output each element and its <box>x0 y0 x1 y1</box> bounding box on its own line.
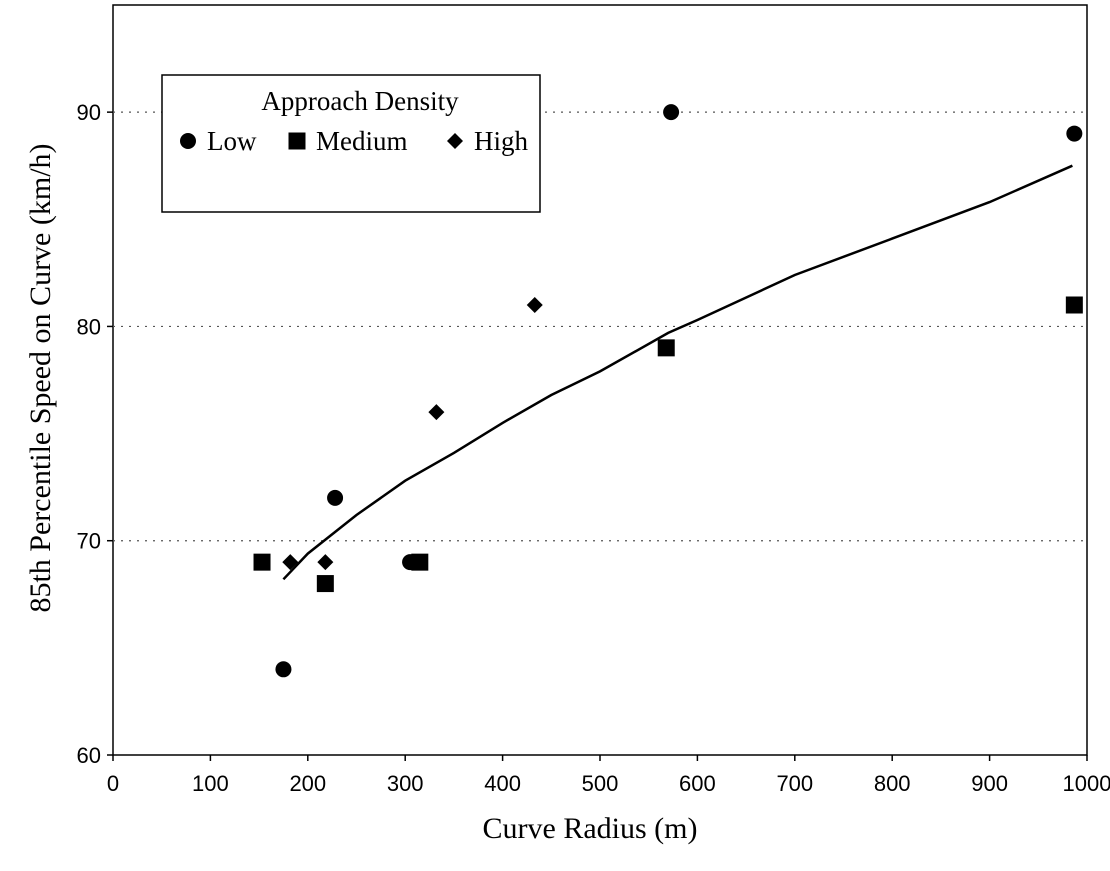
legend-marker-medium <box>288 132 306 150</box>
trendline <box>282 164 1073 581</box>
trendline-group <box>282 164 1073 581</box>
x-axis-title: Curve Radius (m) <box>483 812 698 845</box>
y-tick-label: 90 <box>77 100 101 125</box>
x-tick-label: 400 <box>484 771 521 796</box>
data-point-medium <box>316 575 334 593</box>
x-tick-label: 800 <box>874 771 911 796</box>
data-point-low <box>1066 125 1083 142</box>
x-tick-label: 900 <box>971 771 1008 796</box>
legend-label-low: Low <box>207 126 257 156</box>
legend-label-medium: Medium <box>316 126 408 156</box>
data-point-high <box>317 554 334 571</box>
legend-title: Approach Density <box>261 86 459 116</box>
y-tick-label: 60 <box>77 743 101 768</box>
legend: Approach Density Low Medium High <box>161 74 541 213</box>
legend-marker-low <box>180 133 196 149</box>
x-tick-label: 500 <box>582 771 619 796</box>
data-point-medium <box>1065 296 1083 314</box>
x-tick-label: 1000 <box>1063 771 1110 796</box>
data-point-low <box>663 104 680 121</box>
y-axis-title: 85th Percentile Speed on Curve (km/h) <box>24 143 57 612</box>
x-tick-label: 100 <box>192 771 229 796</box>
data-point-medium <box>253 553 271 571</box>
data-point-medium <box>657 339 675 357</box>
data-point-high <box>428 404 445 421</box>
x-tick-label: 200 <box>289 771 326 796</box>
x-tick-label: 700 <box>776 771 813 796</box>
x-tick-label: 600 <box>679 771 716 796</box>
data-point-high <box>526 297 543 313</box>
data-points <box>253 104 1083 678</box>
data-point-low <box>327 489 344 506</box>
x-tick-label: 300 <box>387 771 424 796</box>
data-point-low <box>275 661 292 678</box>
y-tick-label: 70 <box>77 529 101 554</box>
data-point-medium <box>411 553 429 571</box>
data-point-high <box>282 554 299 571</box>
legend-label-high: High <box>474 126 529 156</box>
legend-marker-high <box>447 133 463 149</box>
legend-box <box>161 74 541 213</box>
x-tick-label: 0 <box>107 771 119 796</box>
y-tick-label: 80 <box>77 314 101 339</box>
